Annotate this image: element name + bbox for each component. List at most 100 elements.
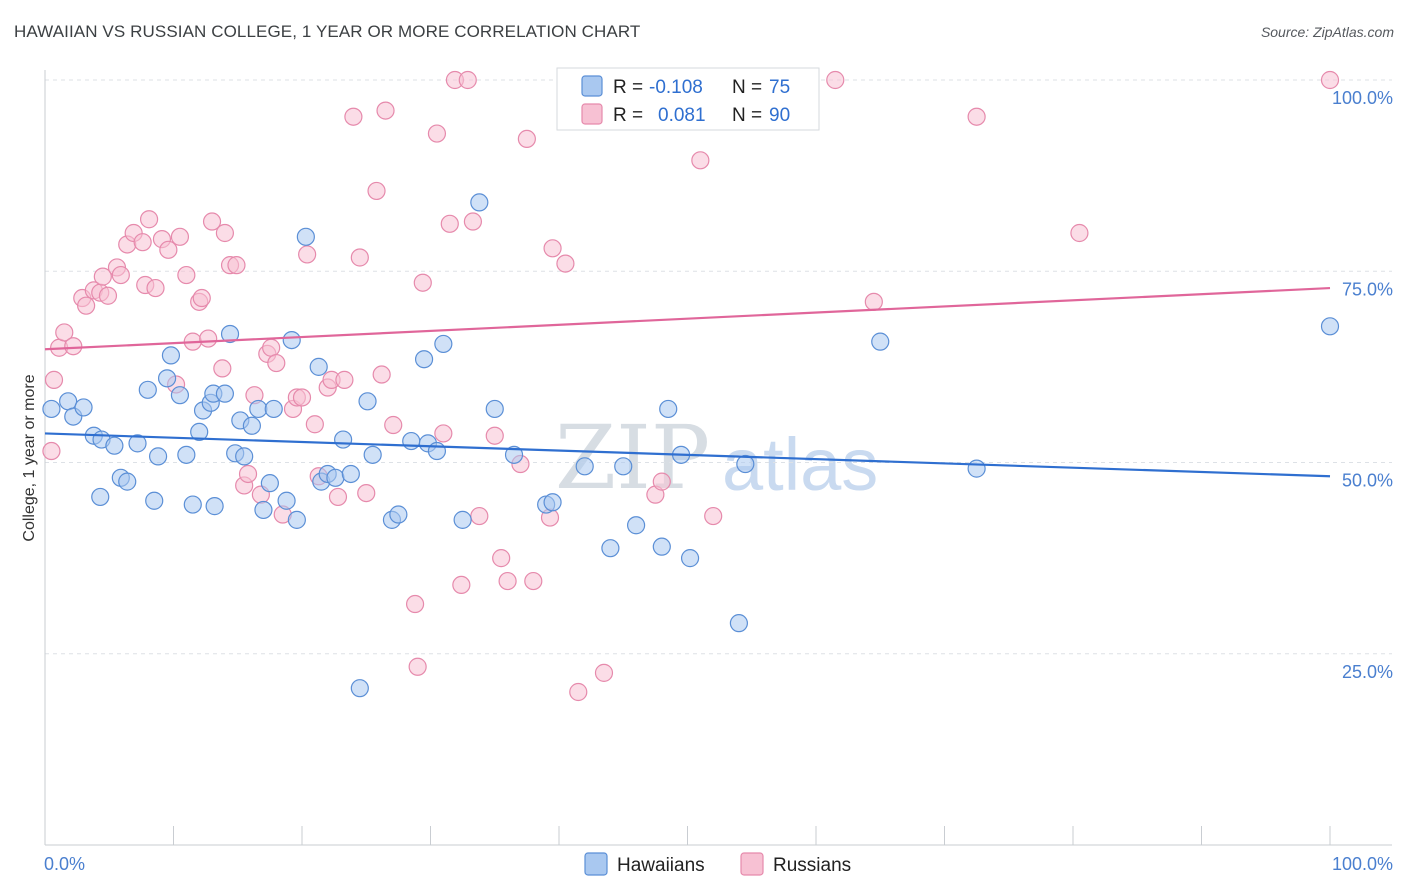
point-hawaiians: [170, 386, 190, 405]
point-russians: [77, 296, 96, 315]
point-hawaiians: [402, 431, 421, 451]
point-hawaiians: [249, 399, 268, 419]
x-tick-label-max: 100.0%: [1332, 854, 1393, 874]
stats-r-value-russians: 0.081: [658, 105, 706, 126]
y-axis-title: College, 1 year or more: [21, 374, 38, 541]
point-russians: [463, 212, 483, 231]
stats-n-value-russians: 90: [769, 105, 790, 126]
point-hawaiians: [220, 324, 240, 344]
point-russians: [227, 256, 246, 275]
legend-swatch-russians: [740, 852, 764, 876]
point-hawaiians: [543, 493, 562, 512]
point-russians: [357, 484, 376, 503]
stats-r-label-russians: R =: [613, 105, 643, 126]
trend-line-hawaiians: [44, 432, 1331, 478]
point-hawaiians: [341, 464, 360, 484]
point-hawaiians: [42, 399, 61, 419]
x-axis-ticks: [44, 826, 1331, 845]
point-russians: [98, 286, 118, 305]
point-hawaiians: [334, 430, 353, 449]
point-russians: [139, 210, 159, 229]
point-russians: [328, 487, 348, 507]
point-hawaiians: [485, 399, 504, 419]
point-russians: [524, 571, 543, 591]
stats-swatch-hawaiians: [581, 75, 603, 97]
legend-label-russians: Russians: [773, 855, 851, 876]
point-russians: [492, 549, 511, 568]
point-russians: [177, 265, 196, 285]
point-hawaiians: [358, 392, 377, 411]
stats-n-value-hawaiians: 75: [769, 77, 790, 98]
point-russians: [133, 233, 152, 252]
point-hawaiians: [326, 468, 345, 487]
point-hawaiians: [453, 510, 472, 529]
chart-source: Source: ZipAtlas.com: [1260, 24, 1394, 40]
point-hawaiians: [118, 472, 137, 491]
legend-label-hawaiians: Hawaiians: [617, 855, 705, 876]
point-hawaiians: [729, 614, 749, 633]
point-hawaiians: [871, 332, 890, 351]
point-russians: [202, 212, 222, 231]
legend: Hawaiians Russians: [584, 852, 851, 876]
point-hawaiians: [260, 474, 279, 493]
point-russians: [335, 370, 354, 389]
y-tick-label: 25.0%: [1342, 662, 1393, 682]
point-hawaiians: [128, 434, 147, 453]
point-hawaiians: [967, 459, 986, 478]
point-russians: [691, 151, 710, 170]
point-hawaiians: [601, 539, 620, 558]
point-russians: [213, 359, 232, 378]
point-russians: [1070, 223, 1089, 243]
point-hawaiians: [659, 399, 678, 419]
point-hawaiians: [254, 500, 273, 520]
series-russians-points: [42, 70, 1340, 702]
point-hawaiians: [183, 495, 202, 514]
point-russians: [485, 426, 504, 445]
stats-n-label-russians: N =: [732, 105, 762, 126]
point-hawaiians: [282, 331, 301, 350]
point-hawaiians: [504, 445, 524, 464]
point-hawaiians: [652, 537, 671, 556]
point-hawaiians: [177, 445, 196, 464]
point-hawaiians: [161, 346, 181, 365]
point-russians: [517, 129, 536, 149]
point-hawaiians: [242, 416, 261, 435]
point-russians: [543, 239, 562, 258]
trend-lines: [44, 286, 1331, 478]
point-hawaiians: [148, 447, 168, 466]
point-russians: [652, 472, 671, 491]
point-russians: [199, 329, 218, 348]
point-russians: [111, 265, 130, 285]
point-hawaiians: [74, 398, 93, 417]
point-russians: [305, 415, 324, 434]
point-russians: [262, 338, 281, 357]
point-russians: [170, 227, 190, 246]
point-hawaiians: [389, 505, 408, 524]
point-hawaiians: [296, 227, 315, 246]
point-hawaiians: [680, 549, 700, 568]
point-hawaiians: [1320, 317, 1340, 336]
point-russians: [159, 240, 178, 259]
point-hawaiians: [434, 334, 453, 354]
point-russians: [42, 441, 61, 461]
point-russians: [367, 181, 386, 201]
point-hawaiians: [363, 445, 382, 464]
point-hawaiians: [145, 491, 164, 510]
point-russians: [298, 245, 317, 264]
y-tick-label: 75.0%: [1342, 279, 1393, 299]
axes: [44, 70, 1392, 846]
point-hawaiians: [626, 516, 646, 535]
point-hawaiians: [287, 510, 306, 529]
point-hawaiians: [138, 380, 157, 399]
point-russians: [569, 682, 588, 702]
point-hawaiians: [215, 384, 234, 403]
point-russians: [93, 267, 112, 286]
trend-line-russians: [44, 286, 1331, 351]
point-russians: [498, 571, 517, 591]
point-russians: [470, 506, 489, 526]
point-russians: [64, 337, 83, 356]
stats-swatch-russians: [581, 103, 603, 125]
point-russians: [458, 70, 477, 90]
point-hawaiians: [309, 357, 328, 376]
